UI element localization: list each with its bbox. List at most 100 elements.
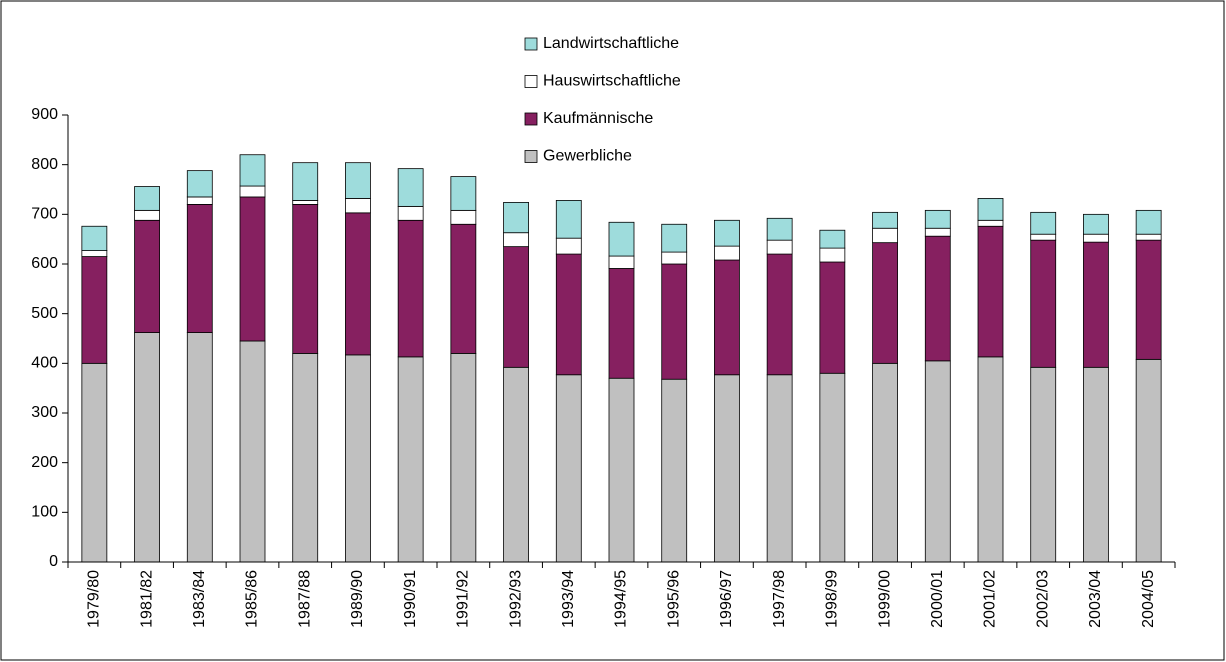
y-tick-label: 0 (49, 553, 58, 570)
x-tick-label: 1995/96 (665, 570, 682, 628)
legend-label: Landwirtschaftliche (543, 35, 679, 52)
bar-segment (977, 219, 1004, 227)
bar-segment (1030, 239, 1057, 368)
bar-segment (608, 221, 635, 257)
x-tick-label: 1990/91 (402, 570, 419, 628)
bar-segment (1030, 366, 1057, 563)
bar-segment (661, 251, 688, 265)
bar-segment (81, 225, 108, 251)
bar-segment (608, 377, 635, 563)
bar-segment (1083, 213, 1109, 235)
bar-segment (81, 256, 108, 364)
bar-segment (503, 366, 529, 563)
x-tick-label: 1983/84 (191, 570, 208, 628)
bar-segment (397, 205, 424, 221)
bar-segment (134, 332, 160, 563)
y-tick-label: 400 (31, 355, 58, 372)
bar-segment (608, 255, 635, 269)
bar-segment (714, 245, 740, 261)
bar-segment (977, 356, 1004, 563)
bar-segment (977, 225, 1004, 358)
x-tick-label: 1981/82 (138, 570, 155, 628)
bar-segment (872, 211, 898, 229)
legend-swatch (524, 150, 538, 163)
bar-segment (555, 253, 582, 376)
bar-segment (714, 374, 740, 563)
bar-segment (450, 352, 477, 563)
bar-segment (186, 196, 213, 205)
bar-segment (186, 170, 213, 198)
bar-segment (186, 332, 213, 563)
bar-segment (134, 209, 160, 221)
bar-segment (872, 227, 898, 244)
bar-segment (924, 227, 951, 237)
bar-segment (292, 352, 319, 563)
bar-segment (397, 168, 424, 207)
bar-segment (134, 186, 160, 211)
bar-segment (924, 209, 951, 229)
bar-segment (1083, 366, 1109, 563)
bar-segment (872, 362, 898, 563)
y-tick-label: 800 (31, 156, 58, 173)
bar-segment (1135, 233, 1162, 241)
x-tick-label: 1999/00 (876, 570, 893, 628)
x-tick-label: 2001/02 (982, 570, 999, 628)
bar-segment (766, 239, 793, 255)
bar-segment (766, 217, 793, 241)
bar-segment (239, 196, 266, 342)
bar-segment (766, 374, 793, 563)
legend-label: Kaufmännische (543, 110, 653, 127)
y-tick-label: 900 (31, 106, 58, 123)
y-tick-label: 100 (31, 504, 58, 521)
bar-segment (1135, 239, 1162, 360)
bar-segment (1083, 241, 1109, 368)
x-tick-label: 1987/88 (296, 570, 313, 628)
x-tick-label: 1992/93 (507, 570, 524, 628)
y-tick-label: 300 (31, 404, 58, 421)
x-tick-label: 1998/99 (824, 570, 841, 628)
x-tick-label: 2004/05 (1140, 570, 1157, 628)
legend-label: Gewerbliche (543, 148, 632, 165)
bar-segment (1135, 358, 1162, 563)
x-tick-label: 1993/94 (560, 570, 577, 628)
bar-segment (1083, 233, 1109, 243)
bar-segment (1030, 233, 1057, 241)
bar-segment (503, 202, 529, 234)
bar-segment (714, 219, 740, 247)
x-tick-label: 1989/90 (349, 570, 366, 628)
bar-segment (292, 203, 319, 354)
bar-segment (661, 378, 688, 563)
bar-segment (397, 356, 424, 563)
bar-segment (819, 229, 846, 249)
bar-segment (924, 360, 951, 563)
x-tick-label: 1996/97 (718, 570, 735, 628)
bar-segment (450, 209, 477, 225)
legend-swatch (524, 112, 538, 126)
bar-segment (134, 219, 160, 333)
bar-segment (555, 374, 582, 563)
bar-segment (555, 237, 582, 255)
bar-segment (292, 162, 319, 201)
bar-segment (977, 198, 1004, 221)
x-tick-label: 2003/04 (1087, 570, 1104, 628)
bar-segment (397, 219, 424, 358)
bar-segment (503, 246, 529, 368)
legend-label: Hauswirtschaftliche (543, 73, 681, 90)
bar-segment (555, 200, 582, 239)
x-tick-label: 2000/01 (929, 570, 946, 628)
bar-segment (292, 200, 319, 205)
y-tick-label: 600 (31, 255, 58, 272)
x-tick-label: 1991/92 (455, 570, 472, 628)
bar-segment (661, 223, 688, 253)
bar-segment (714, 259, 740, 376)
bar-segment (608, 268, 635, 379)
bar-segment (1135, 209, 1162, 235)
bar-segment (819, 261, 846, 374)
bar-segment (81, 362, 108, 563)
x-tick-label: 1985/86 (244, 570, 261, 628)
bar-segment (1030, 211, 1057, 235)
legend-swatch (524, 75, 538, 88)
bar-segment (450, 223, 477, 354)
bar-segment (872, 242, 898, 364)
